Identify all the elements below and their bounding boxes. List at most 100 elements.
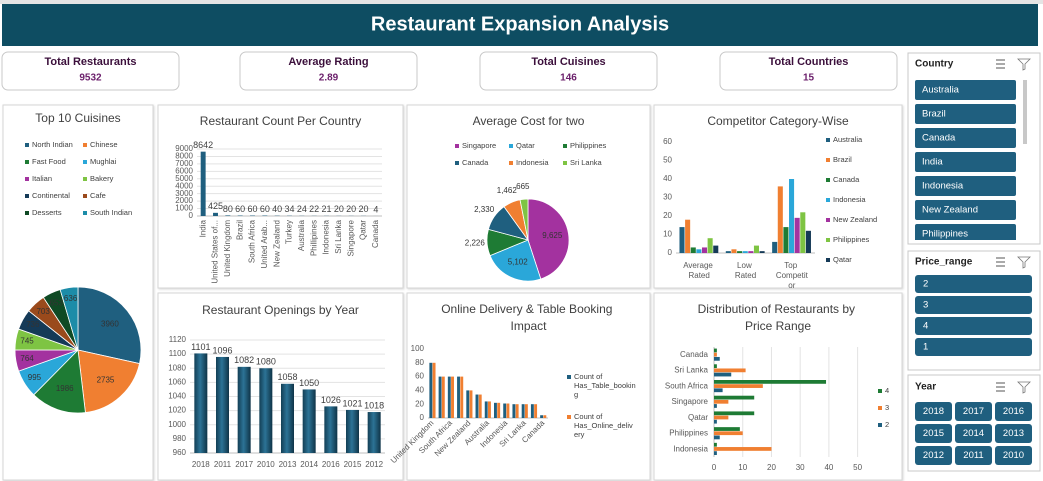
data-label: 1026 (321, 395, 341, 405)
data-label: 34 (284, 204, 294, 214)
y-tick-label: 80 (415, 358, 424, 367)
bar (742, 251, 748, 253)
kpi-label: Total Countries (769, 56, 849, 68)
legend-label: Chinese (90, 140, 118, 149)
bar (302, 389, 316, 453)
slicer-item[interactable] (915, 424, 952, 443)
bar (488, 401, 491, 418)
slicer-title: Year (915, 382, 936, 393)
bar (777, 186, 783, 253)
slicer-item[interactable] (915, 200, 1016, 220)
slicer-item[interactable] (995, 424, 1032, 443)
bar (460, 376, 464, 418)
bar (438, 376, 442, 418)
x-tick-label: 2016 (322, 460, 340, 469)
legend-label: 2 (885, 420, 889, 429)
slicer-item[interactable] (995, 402, 1032, 421)
y-tick-label: 1100 (169, 349, 187, 358)
x-tick-label: 40 (824, 463, 833, 472)
slicer-item[interactable] (955, 446, 992, 465)
legend-label: New Zealand (833, 215, 877, 224)
slicer-item[interactable] (915, 296, 1032, 314)
legend-swatch (25, 211, 29, 215)
slicer-title: Price_range (915, 257, 973, 268)
y-tick-label: 60 (415, 372, 424, 381)
y-tick-label: 8000 (175, 152, 193, 161)
bar (478, 394, 482, 418)
data-label: 1986 (56, 384, 74, 393)
legend-swatch (25, 143, 29, 147)
bar (524, 404, 528, 418)
bar (451, 376, 454, 418)
legend-swatch (25, 194, 29, 198)
slicer-item[interactable] (955, 424, 992, 443)
y-tick-label: Canada (680, 350, 709, 359)
x-tick-label: Canada (371, 219, 380, 248)
chart-title: Average Cost for two (473, 114, 585, 128)
kpi-label: Total Cuisines (531, 56, 605, 68)
x-tick-label: South Africa (248, 219, 257, 263)
x-tick-label: Indonesia (322, 219, 331, 254)
slicer-item[interactable] (915, 224, 1016, 244)
slicer-item[interactable] (915, 402, 952, 421)
bar (748, 251, 754, 253)
y-tick-label: 20 (663, 211, 672, 220)
data-label: 1080 (256, 357, 276, 367)
bar (714, 348, 717, 353)
slicer-item[interactable] (915, 80, 1016, 100)
bar (714, 384, 763, 388)
slicer-item-label: 2016 (1003, 406, 1024, 417)
data-label: 60 (247, 204, 257, 214)
data-label: 8642 (193, 140, 213, 150)
legend-label: Brazil (833, 155, 852, 164)
slicer-item[interactable] (915, 317, 1032, 335)
slicer-item[interactable] (915, 446, 952, 465)
slicer-item[interactable] (955, 402, 992, 421)
chart-panel (157, 104, 404, 289)
y-tick-label: 40 (663, 174, 672, 183)
slicer-item-label: Australia (922, 85, 960, 96)
bar (690, 247, 696, 253)
legend-swatch (455, 144, 459, 148)
data-label: 20 (358, 204, 368, 214)
scrollbar[interactable] (1023, 80, 1027, 144)
legend-swatch (826, 138, 830, 142)
legend-swatch (455, 161, 459, 165)
legend-label: Philippines (833, 235, 870, 244)
legend-swatch (826, 238, 830, 242)
bar (512, 404, 516, 418)
slicer-item[interactable] (915, 152, 1016, 172)
slicer-item[interactable] (995, 446, 1032, 465)
y-tick-label: Philippines (669, 429, 708, 438)
legend-swatch (567, 375, 571, 379)
bar (713, 245, 719, 253)
bar (503, 403, 507, 418)
pie-slice (519, 198, 529, 241)
pie-slice (59, 286, 79, 351)
x-tick-label: 2017 (235, 460, 253, 469)
x-tick-label: Sri Lanka (334, 219, 343, 253)
x-tick-label: United Arab... (260, 220, 269, 268)
slicer-item[interactable] (915, 128, 1016, 148)
slicer-item[interactable] (915, 104, 1016, 124)
bar (714, 411, 755, 416)
bar (281, 383, 294, 453)
slicer-item-label: 1 (923, 342, 928, 353)
slicer-item-label: 4 (923, 321, 928, 332)
legend-swatch (826, 198, 830, 202)
legend-swatch (878, 406, 882, 410)
data-label: 20 (334, 204, 344, 214)
slicer-item[interactable] (915, 176, 1016, 196)
x-tick-label: Australia (297, 219, 306, 251)
slicer-item[interactable] (915, 275, 1032, 293)
data-label: 1050 (299, 378, 319, 388)
pie-slice (33, 349, 86, 414)
x-tick-label: 0 (712, 463, 717, 472)
legend-swatch (563, 144, 567, 148)
bar (714, 352, 717, 357)
data-label: 21 (321, 204, 331, 214)
slicer-item[interactable] (915, 338, 1032, 356)
x-tick-label: Low Rated (735, 261, 756, 280)
legend-label: Sri Lanka (570, 158, 603, 167)
